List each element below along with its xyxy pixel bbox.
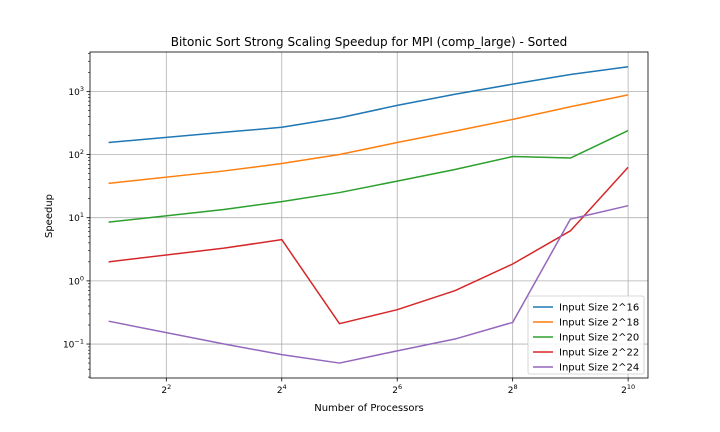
x-tick-label: 26 (392, 383, 402, 396)
y-axis-label: Speedup (44, 194, 55, 238)
series-line-4 (108, 166, 629, 325)
chart-title: Bitonic Sort Strong Scaling Speedup for … (171, 35, 568, 49)
y-tick-exponent: 3 (80, 85, 84, 93)
x-tick-label: 22 (161, 383, 171, 396)
x-tick-base: 2 (161, 386, 167, 396)
y-tick-base: 10 (68, 214, 80, 224)
legend-entry: Input Size 2^22 (559, 348, 639, 359)
legend-entry: Input Size 2^20 (559, 333, 639, 344)
x-tick-exponent: 10 (627, 383, 635, 391)
x-tick-exponent: 4 (283, 383, 287, 391)
y-tick-label: 100 (68, 274, 84, 287)
x-tick-label: 28 (508, 383, 518, 396)
legend: Input Size 2^16 Input Size 2^18 Input Size… (527, 295, 645, 375)
axes-frame (89, 51, 649, 379)
y-tick-exponent: 0 (80, 274, 84, 282)
y-tick-label: 10−1 (63, 338, 84, 351)
x-tick-exponent: 2 (167, 383, 171, 391)
gridlines (90, 52, 648, 378)
x-tick-exponent: 6 (398, 383, 402, 391)
y-tick-base: 10 (63, 341, 75, 351)
series-layer (108, 66, 629, 364)
y-tick-exponent: −1 (74, 338, 84, 346)
y-tick-exponent: 1 (80, 211, 84, 219)
y-tick-base: 10 (68, 277, 80, 287)
y-tick-base: 10 (68, 88, 80, 98)
legend-entry: Input Size 2^24 (559, 363, 639, 374)
x-axis-ticks: 22 24 26 28 210 (161, 378, 635, 396)
series-line-1 (108, 66, 629, 144)
series-line-2 (108, 94, 629, 185)
legend-entry: Input Size 2^16 (559, 303, 639, 314)
x-axis-label: Number of Processors (314, 403, 424, 414)
series-line-5 (108, 204, 629, 364)
y-tick-base: 10 (68, 151, 80, 161)
y-tick-label: 101 (68, 211, 84, 224)
legend-box (527, 295, 645, 375)
x-tick-base: 2 (392, 386, 398, 396)
series-line-3 (108, 129, 629, 223)
x-tick-base: 2 (621, 386, 627, 396)
y-tick-exponent: 2 (80, 148, 84, 156)
x-tick-label: 24 (277, 383, 287, 396)
x-tick-base: 2 (277, 386, 283, 396)
x-tick-base: 2 (508, 386, 514, 396)
y-tick-label: 103 (68, 85, 84, 98)
legend-entry: Input Size 2^18 (559, 318, 639, 329)
x-tick-label: 210 (621, 383, 635, 396)
x-tick-exponent: 8 (513, 383, 517, 391)
y-tick-label: 102 (68, 148, 84, 161)
